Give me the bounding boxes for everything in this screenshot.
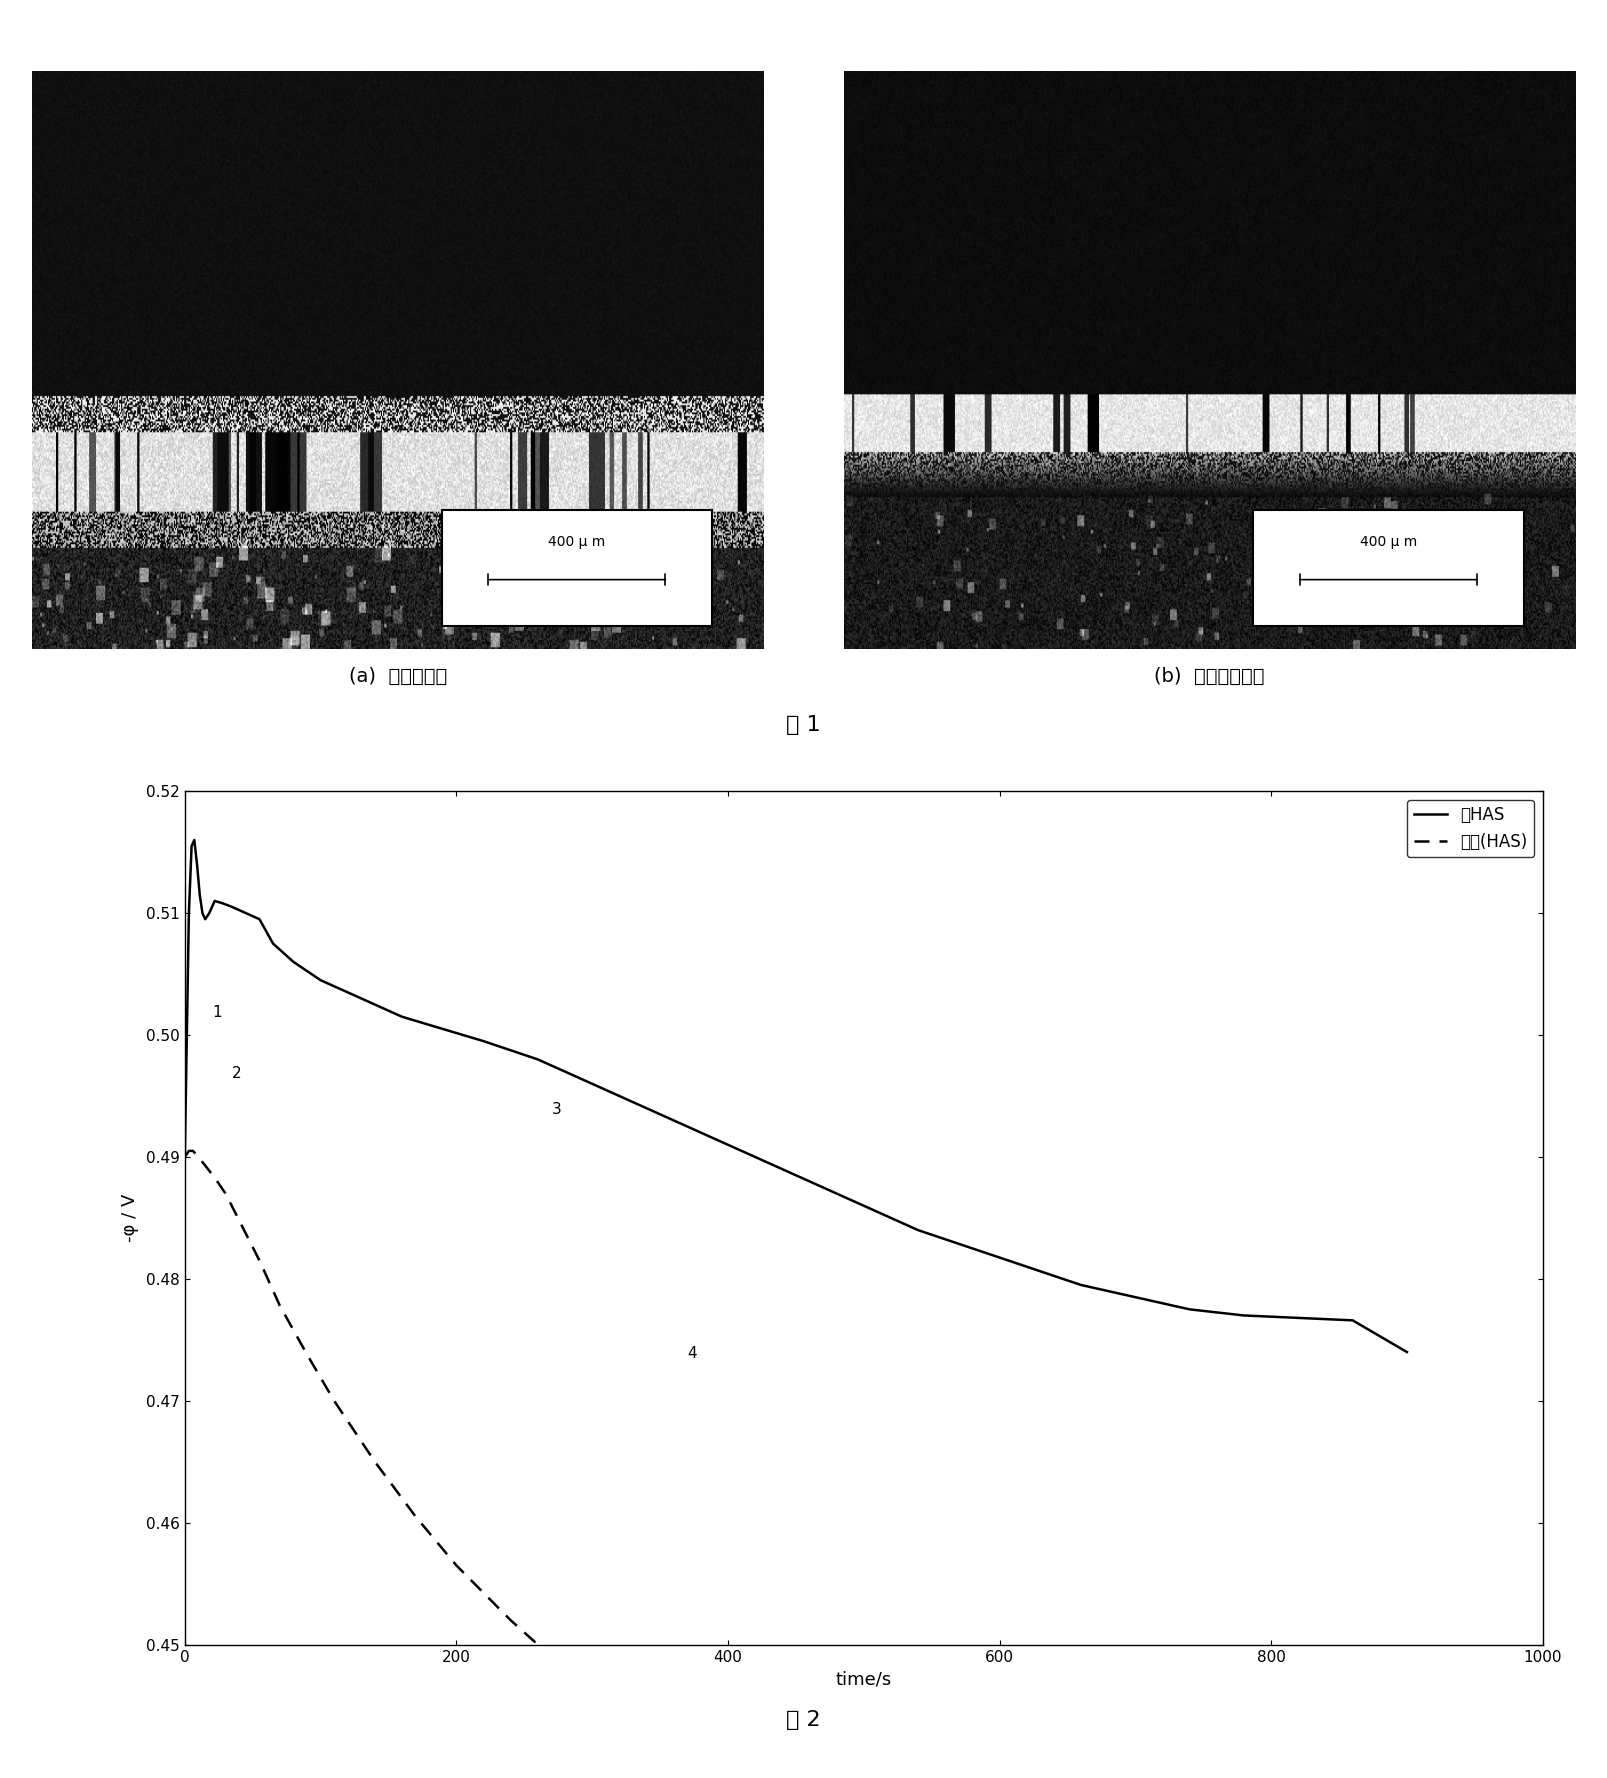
Text: (a)  未磷化处理: (a) 未磷化处理 bbox=[349, 667, 447, 686]
Legend: 无HAS, 添加(HAS): 无HAS, 添加(HAS) bbox=[1408, 800, 1535, 857]
Text: 400 μ m: 400 μ m bbox=[1360, 535, 1417, 549]
X-axis label: time/s: time/s bbox=[836, 1670, 892, 1687]
Text: 1: 1 bbox=[212, 1005, 222, 1021]
FancyBboxPatch shape bbox=[1253, 510, 1523, 626]
Text: (b)  快速磷化处理: (b) 快速磷化处理 bbox=[1154, 667, 1265, 686]
Text: 图 1: 图 1 bbox=[786, 715, 821, 734]
Text: 4: 4 bbox=[688, 1346, 697, 1362]
Y-axis label: -φ / V: -φ / V bbox=[121, 1193, 140, 1243]
Text: 400 μ m: 400 μ m bbox=[548, 535, 606, 549]
Text: 3: 3 bbox=[551, 1102, 561, 1117]
FancyBboxPatch shape bbox=[442, 510, 712, 626]
Text: 2: 2 bbox=[233, 1065, 243, 1081]
Text: 图 2: 图 2 bbox=[786, 1710, 821, 1730]
